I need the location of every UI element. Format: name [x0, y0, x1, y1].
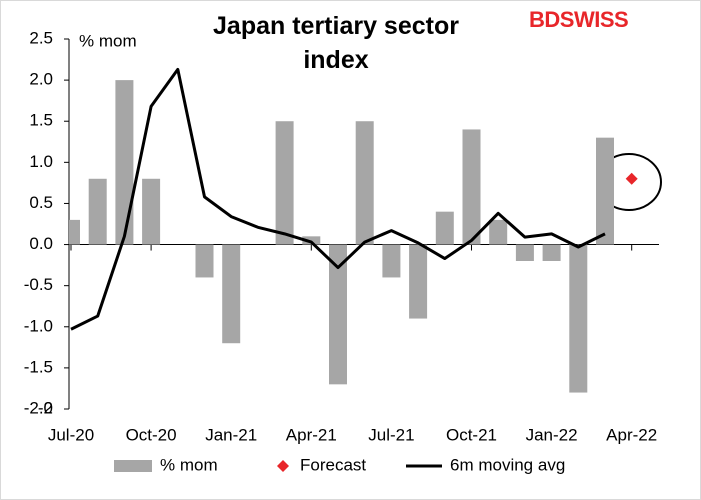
x-tick-label: Apr-21 — [286, 425, 337, 444]
y-tick-label: 2.0 — [29, 70, 53, 89]
y-tick-label: -2 — [38, 398, 53, 417]
y-tick-label: -0.5 — [24, 275, 53, 294]
x-tick-label: Jan-21 — [205, 425, 257, 444]
y-tick-label: 1.0 — [29, 152, 53, 171]
y-axis-label: % mom — [79, 31, 137, 50]
bar — [69, 219, 80, 245]
legend-label: 6m moving avg — [450, 455, 565, 474]
bar — [88, 178, 107, 245]
y-tick-label: 0.5 — [29, 193, 53, 212]
bar — [515, 244, 534, 261]
bar — [462, 129, 481, 245]
bar — [409, 244, 428, 319]
legend-label: Forecast — [300, 455, 366, 474]
y-tick-label: -2.0 — [24, 398, 53, 417]
x-tick-label: Jul-20 — [48, 425, 94, 444]
y-tick-label: 0.0 — [29, 234, 53, 253]
bar — [142, 178, 161, 245]
chart-title: Japan tertiary sector index — [213, 12, 459, 74]
x-tick-label: Jan-22 — [526, 425, 578, 444]
bar — [355, 121, 374, 245]
x-tick-label: Oct-21 — [446, 425, 497, 444]
y-tick-label: -1.5 — [24, 357, 53, 376]
legend-swatch — [114, 460, 152, 472]
bar — [435, 211, 454, 245]
forecast-marker — [625, 172, 638, 185]
bar — [382, 244, 401, 278]
y-tick-label: 1.5 — [29, 111, 53, 130]
bar — [596, 137, 614, 245]
line — [70, 67, 606, 331]
bar — [489, 219, 508, 245]
x-tick-label: Apr-22 — [606, 425, 657, 444]
bar — [542, 244, 561, 261]
legend-label: % mom — [160, 455, 218, 474]
bar — [115, 80, 134, 245]
brand-logo: BDSWISS — [529, 7, 629, 32]
bar — [302, 236, 321, 245]
y-tick-label: 2.5 — [29, 28, 53, 47]
x-tick-label: Jul-21 — [368, 425, 414, 444]
bar — [329, 244, 347, 385]
bar — [222, 244, 241, 344]
bar — [569, 244, 588, 393]
bar — [195, 244, 214, 278]
bar — [275, 121, 294, 245]
legend-swatch — [277, 460, 289, 472]
y-tick-label: -1.0 — [24, 316, 53, 335]
x-tick-label: Oct-20 — [126, 425, 177, 444]
